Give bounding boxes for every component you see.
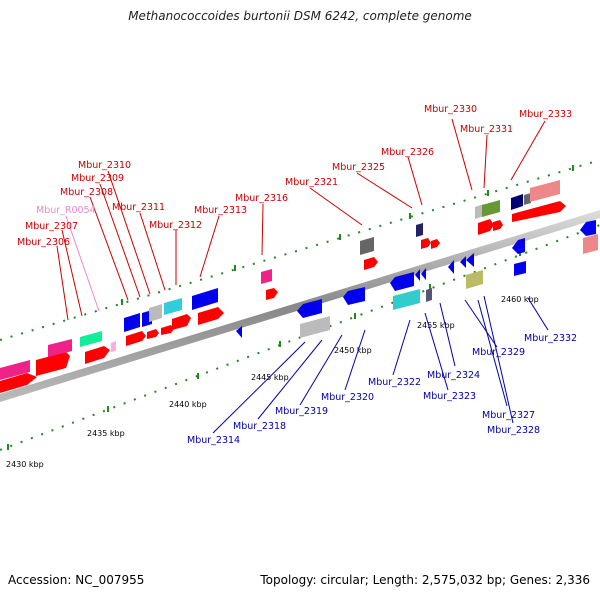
gene-forward [431,239,440,249]
gene-label: Mbur_2319 [275,406,328,417]
gene-label: Mbur_2324 [427,370,480,381]
gene-reverse [466,270,483,289]
gene-forward [475,204,484,219]
gene-forward [364,257,378,270]
scale-label: 2435 kbp [87,429,125,438]
gene-label: Mbur_2321 [285,177,338,188]
gene-forward [147,329,159,339]
gene-label: Mbur_2310 [78,160,131,171]
gene-label: Mbur_2313 [194,205,247,216]
gene-reverse [390,272,414,291]
forward-label-group: Mbur_2306 Mbur_2307 Mbur_2308 Mbur_2309 … [17,104,572,248]
gene-forward [149,304,162,322]
scale-label: 2440 kbp [169,400,207,409]
gene-label: Mbur_2326 [381,147,434,158]
gene-label: Mbur_2308 [60,187,113,198]
reverse-leaders [212,295,549,434]
gene-forward [85,346,110,364]
gene-label: Mbur_2329 [472,347,525,358]
gene-forward [161,325,174,335]
gene-label: Mbur_2307 [25,221,78,232]
gene-label: Mbur_2328 [487,425,540,436]
gene-reverse [421,268,426,280]
gene-forward [360,237,374,255]
gene-reverse [580,220,596,236]
gene-label: Mbur_2333 [519,109,572,120]
gene-forward [478,219,494,235]
forward-leaders [56,118,546,321]
gene-forward [124,313,140,332]
gene-forward [172,314,191,330]
scale-label: 2450 kbp [334,346,372,355]
gene-reverse [297,299,322,318]
reverse-label-group: Mbur_2314 Mbur_2318 Mbur_2319 Mbur_2320 … [187,333,577,446]
gene-forward [524,193,531,205]
gene-forward [261,269,272,284]
scale-label: 2460 kbp [501,295,539,304]
gene-forward [416,223,423,237]
gene-reverse [466,253,474,267]
gene-forward [583,234,598,254]
gene-forward [530,180,560,202]
scale-label: 2430 kbp [6,460,44,469]
gene-forward [198,307,224,325]
gene-label: Mbur_2323 [423,391,476,402]
scale-label: 2455 kbp [417,321,455,330]
gene-forward [512,201,566,222]
gene-label: Mbur_2318 [233,421,286,432]
rna-leader [65,215,100,312]
gene-label: Mbur_2327 [482,410,535,421]
gene-label: Mbur_2306 [17,237,70,248]
gene-label: Mbur_2312 [149,220,202,231]
gene-forward [192,288,218,310]
gene-label: Mbur_2332 [524,333,577,344]
gene-forward [0,373,37,393]
scale-labels: 2430 kbp 2435 kbp 2440 kbp 2445 kbp 2450… [6,295,539,469]
gene-label: Mbur_2316 [235,193,288,204]
forward-genes [0,180,598,393]
gene-reverse [514,261,526,276]
gene-forward [80,331,102,347]
gene-forward [126,331,146,346]
gene-reverse [415,269,420,281]
scale-label: 2445 kbp [251,373,289,382]
gene-rna [111,341,116,352]
gene-label: Mbur_2325 [332,162,385,173]
reverse-genes [236,220,596,338]
gene-forward [48,339,72,357]
gene-reverse [393,289,420,310]
gene-label: Mbur_2311 [112,202,165,213]
gene-reverse [448,260,454,274]
gene-reverse [460,256,466,268]
accession-text: Accession: NC_007955 [8,573,145,587]
genome-title: Methanococcoides burtonii DSM 6242, comp… [128,9,472,23]
gene-forward [482,200,500,217]
gene-label: Mbur_2322 [368,377,421,388]
scale-ticks [7,165,574,450]
genome-summary-text: Topology: circular; Length: 2,575,032 bp… [260,573,590,587]
gene-forward [421,238,431,249]
rna-label: Mbur_R0054 [36,205,96,216]
gene-forward [266,288,278,300]
genome-backbone [0,210,600,402]
gene-label: Mbur_2309 [71,173,124,184]
gene-label: Mbur_2320 [321,392,374,403]
gene-forward [511,194,523,210]
gene-forward [493,220,503,231]
gene-reverse [512,238,525,254]
gene-forward [0,360,30,380]
gene-label: Mbur_2331 [460,124,513,135]
gene-reverse [343,287,365,305]
gene-forward [36,352,70,376]
gene-forward [164,298,182,315]
gene-reverse [236,326,242,338]
gene-reverse [300,316,330,338]
gene-label: Mbur_2314 [187,435,240,446]
gene-reverse [426,288,432,302]
gene-label: Mbur_2330 [424,104,477,115]
